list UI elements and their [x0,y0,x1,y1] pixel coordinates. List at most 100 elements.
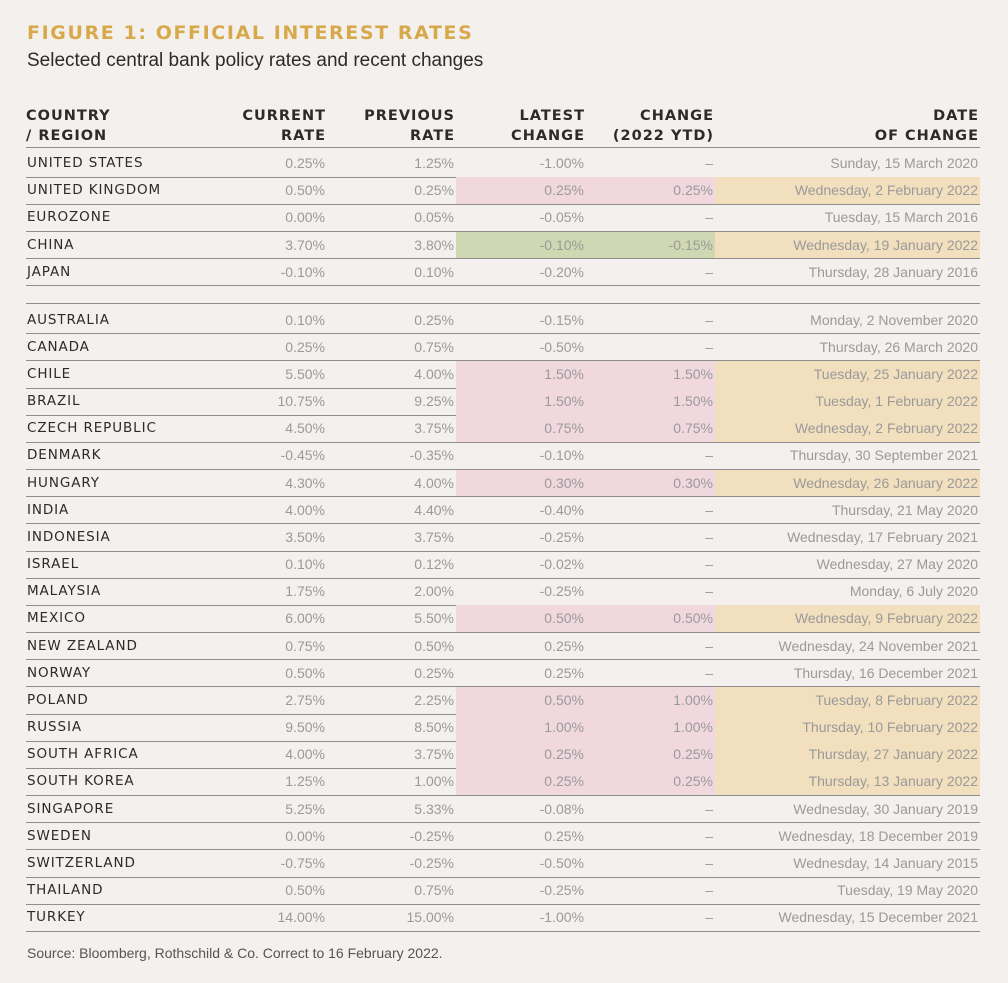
current-rate-cell: 4.50% [285,420,325,437]
column-header-line2: (2022 YTD) [612,128,714,144]
change-2022-ytd-cell: – [705,155,713,171]
previous-rate-cell: 1.00% [414,773,454,790]
country-region-cell: SWITZERLAND [27,854,136,871]
previous-rate-cell: 0.12% [414,556,454,573]
current-rate-cell: 4.00% [285,501,325,518]
change-2022-ytd-cell: – [705,854,713,871]
latest-change-cell: 1.50% [456,360,586,388]
country-region-cell: NORWAY [27,664,92,681]
current-rate-cell: 4.00% [285,746,325,763]
previous-rate-cell: -0.25% [409,827,454,844]
previous-rate-cell: 4.40% [414,501,454,518]
latest-change-cell: 1.00% [456,714,586,742]
previous-rate-cell: 0.25% [414,311,454,328]
country-region-cell: HUNGARY [27,474,100,491]
previous-rate-cell: 0.50% [414,637,454,654]
date-of-change-cell: Tuesday, 8 February 2022 [715,686,980,714]
current-rate-cell: 5.25% [285,800,325,817]
date-of-change-cell: Wednesday, 2 February 2022 [715,177,980,205]
previous-rate-cell: 8.50% [414,719,454,736]
row-divider [26,930,980,932]
column-header-country-region: COUNTRY / REGION [26,106,111,146]
previous-rate-cell: 3.75% [414,528,454,545]
row-divider [26,903,980,905]
country-region-cell: TURKEY [27,909,86,926]
latest-change-cell: 0.50% [456,686,586,714]
change-2022-ytd-cell: 1.00% [586,714,715,742]
change-2022-ytd-cell: – [705,528,713,545]
current-rate-cell: 0.25% [285,155,325,171]
change-2022-ytd-cell: – [705,263,713,280]
current-rate-cell: 14.00% [277,909,325,926]
change-2022-ytd-cell: – [705,909,713,926]
country-region-cell: JAPAN [27,263,72,280]
row-divider [26,849,980,851]
country-region-cell: CHILE [27,365,72,382]
date-of-change-cell: Wednesday, 15 December 2021 [778,909,979,926]
previous-rate-cell: 3.75% [414,746,454,763]
date-of-change-cell: Thursday, 27 January 2022 [715,741,980,769]
column-header-line2: RATE [409,128,455,144]
date-of-change-cell: Thursday, 21 May 2020 [831,501,978,518]
country-region-cell: INDONESIA [27,528,111,545]
latest-change-cell: 1.50% [456,388,586,415]
country-region-cell: UNITED STATES [27,155,144,171]
latest-change-cell: -0.15% [539,311,584,328]
change-2022-ytd-cell: – [705,637,713,654]
column-header-line2: / REGION [26,128,108,144]
latest-change-cell: 0.25% [544,637,584,654]
change-2022-ytd-cell: 1.00% [586,686,715,714]
column-header-line1: DATE [933,108,979,124]
change-2022-ytd-cell: 1.50% [586,388,715,415]
column-header-current-rate: CURRENT RATE [242,106,326,146]
column-header-line1: CHANGE [640,108,714,124]
row-divider [26,285,980,287]
latest-change-cell: 0.50% [456,605,586,633]
current-rate-cell: -0.10% [280,263,325,280]
country-region-cell: THAILAND [27,882,104,899]
previous-rate-cell: -0.25% [409,854,454,871]
country-region-cell: POLAND [27,691,89,708]
change-2022-ytd-cell: – [705,338,713,355]
latest-change-cell: 0.25% [456,177,586,205]
current-rate-cell: 0.00% [285,827,325,844]
row-divider [26,523,980,525]
row-divider [26,577,980,579]
row-divider [26,147,980,148]
latest-change-cell: -0.02% [539,556,584,573]
date-of-change-cell: Wednesday, 26 January 2022 [715,469,980,497]
latest-change-cell: 0.75% [456,415,586,443]
previous-rate-cell: 0.75% [414,882,454,899]
change-2022-ytd-cell: – [705,556,713,573]
current-rate-cell: 0.50% [285,882,325,899]
change-2022-ytd-cell: 0.25% [586,177,715,205]
latest-change-cell: 0.25% [456,768,586,796]
current-rate-cell: 6.00% [285,610,325,627]
previous-rate-cell: 4.00% [414,474,454,491]
country-region-cell: ISRAEL [27,556,80,573]
change-2022-ytd-cell: 0.25% [586,768,715,796]
date-of-change-cell: Wednesday, 9 February 2022 [715,605,980,633]
country-region-cell: CHINA [27,236,75,253]
country-region-cell: INDIA [27,501,70,518]
current-rate-cell: 2.75% [285,691,325,708]
date-of-change-cell: Sunday, 15 March 2020 [830,155,978,171]
figure-title: FIGURE 1: OFFICIAL INTEREST RATES [27,22,474,44]
current-rate-cell: 0.25% [285,338,325,355]
change-2022-ytd-cell: 0.25% [586,741,715,769]
source-note: Source: Bloomberg, Rothschild & Co. Corr… [27,945,443,961]
date-of-change-cell: Wednesday, 18 December 2019 [778,827,979,844]
previous-rate-cell: 5.50% [414,610,454,627]
date-of-change-cell: Tuesday, 1 February 2022 [715,388,980,415]
current-rate-cell: 1.25% [285,773,325,790]
latest-change-cell: -0.50% [539,338,584,355]
country-region-cell: SOUTH AFRICA [27,746,139,763]
date-of-change-cell: Tuesday, 15 March 2016 [824,209,978,226]
change-2022-ytd-cell: 1.50% [586,360,715,388]
latest-change-cell: -0.20% [539,263,584,280]
latest-change-cell: -0.25% [539,583,584,600]
latest-change-cell: -1.00% [539,909,584,926]
current-rate-cell: 0.50% [285,664,325,681]
date-of-change-cell: Tuesday, 19 May 2020 [837,882,978,899]
change-2022-ytd-cell: 0.30% [586,469,715,497]
